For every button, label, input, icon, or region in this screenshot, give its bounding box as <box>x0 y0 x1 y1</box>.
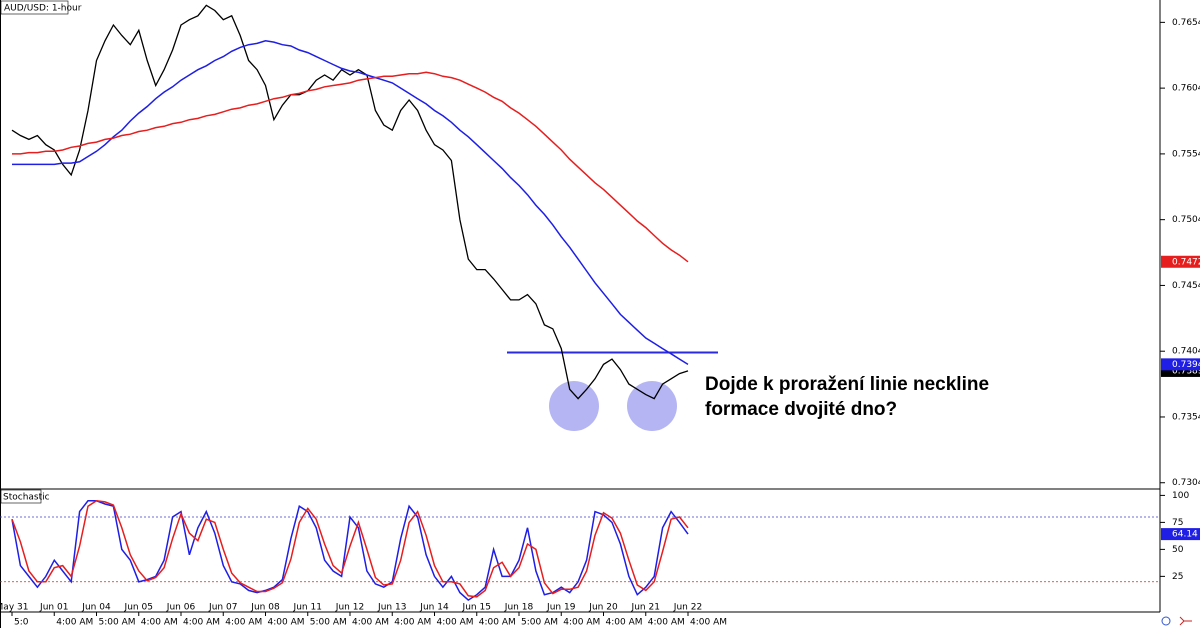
x-time-label: 5:0 <box>14 618 29 628</box>
x-time-label: 4:00 AM <box>437 618 474 628</box>
x-time-label: 4:00 AM <box>56 618 93 628</box>
x-tick-label: Jun 22 <box>673 603 702 613</box>
last-value-box <box>1161 358 1200 371</box>
y-tick-label: 0.7554 <box>1172 149 1200 159</box>
y-tick-label: 0.7504 <box>1172 215 1200 225</box>
x-time-label: 4:00 AM <box>183 618 220 628</box>
y-tick-label: 0.7404 <box>1172 347 1200 357</box>
x-time-label: 4:00 AM <box>394 618 431 628</box>
title-box <box>0 0 69 15</box>
indicator-box <box>0 489 42 504</box>
x-time-label: 4:00 AM <box>268 618 305 628</box>
x-tick-label: Jun 04 <box>81 603 111 613</box>
toolbar-icons <box>1161 616 1192 626</box>
last-value-label: 0.7394 <box>1172 360 1200 370</box>
x-time-label: 4:00 AM <box>141 618 178 628</box>
x-tick-label: Jun 20 <box>588 603 618 613</box>
y-tick-label: 25 <box>1172 572 1183 582</box>
x-time-label: 4:00 AM <box>606 618 643 628</box>
icon[interactable] <box>1179 616 1192 626</box>
y-tick-label: 75 <box>1172 518 1183 528</box>
x-time-label: 4:00 AM <box>352 618 389 628</box>
y-tick-label: 50 <box>1172 545 1184 555</box>
x-tick-label: Jun 18 <box>504 603 534 613</box>
x-tick-label: Jun 14 <box>419 603 449 613</box>
series-line <box>12 71 689 263</box>
x-tick-label: Jun 15 <box>462 603 491 613</box>
x-time-label: 4:00 AM <box>479 618 516 628</box>
x-tick-label: Jun 06 <box>166 603 196 613</box>
chart-title: AUD/USD: 1-hour <box>4 4 82 14</box>
last-value-label: 64.14 <box>1172 530 1198 540</box>
x-tick-label: Jun 13 <box>377 603 406 613</box>
icon[interactable] <box>1161 616 1171 626</box>
last-value-box <box>1161 528 1200 541</box>
x-tick-label: Jun 01 <box>39 603 68 613</box>
indicator-title: Stochastic <box>3 493 50 503</box>
x-time-label: 4:00 AM <box>648 618 685 628</box>
y-tick-label: 100 <box>1172 491 1189 501</box>
series-line <box>12 40 689 366</box>
x-tick-label: Jun 12 <box>335 603 364 613</box>
last-value-box <box>1161 255 1200 268</box>
series-line <box>11 500 689 598</box>
y-tick-label: 0.7304 <box>1172 478 1200 488</box>
x-tick-label: Jun 07 <box>208 603 237 613</box>
x-tick-label: May 31 <box>0 603 28 613</box>
y-tick-label: 0.7654 <box>1172 18 1200 28</box>
annotation: Dojde k proražení linie neckline <box>705 374 989 395</box>
x-time-label: 4:00 AM <box>690 618 727 628</box>
series-line <box>11 500 689 602</box>
annotation: formace dvojité dno? <box>705 399 897 420</box>
bottom-marker <box>549 381 599 431</box>
x-tick-label: Jun 21 <box>631 603 660 613</box>
x-tick-label: Jun 19 <box>546 603 576 613</box>
x-tick-label: Jun 05 <box>124 603 153 613</box>
x-tick-label: Jun 08 <box>250 603 280 613</box>
y-tick-label: 0.7454 <box>1172 281 1200 291</box>
bottom-marker <box>627 381 677 431</box>
y-tick-label: 0.7354 <box>1172 412 1200 422</box>
y-tick-label: 0.7604 <box>1172 84 1200 94</box>
x-time-label: 5:00 AM <box>521 618 558 628</box>
x-time-label: 5:00 AM <box>310 618 347 628</box>
x-time-label: 4:00 AM <box>563 618 600 628</box>
x-tick-label: Jun 11 <box>293 603 322 613</box>
x-time-label: 4:00 AM <box>225 618 262 628</box>
x-time-label: 5:00 AM <box>99 618 136 628</box>
last-value-label: 0.7389 <box>1172 366 1200 376</box>
series-line <box>11 4 689 400</box>
